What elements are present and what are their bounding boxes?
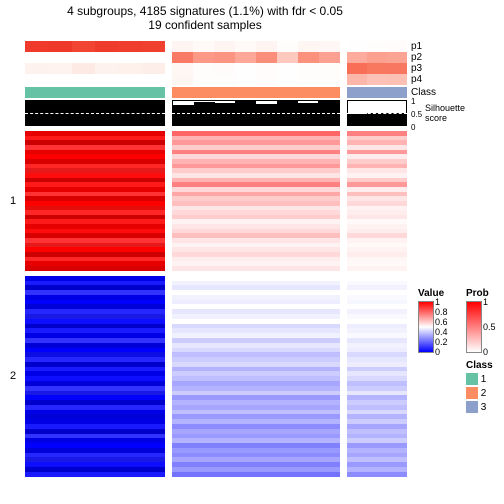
annot-label-p3: p3 (411, 63, 422, 74)
heatmap-top-block2 (172, 131, 340, 271)
annot-p4-block3 (347, 74, 407, 85)
heatmap-bot-block3 (347, 276, 407, 477)
annot-p3-block2 (172, 63, 340, 74)
heatmap-top-block3 (347, 131, 407, 271)
title-line-2: 19 confident samples (0, 18, 410, 32)
annot-p1-block1 (25, 41, 165, 52)
annot-p4-block1 (25, 74, 165, 85)
annot-p4-block2 (172, 74, 340, 85)
silhouette-label: Silhouettescore (425, 103, 465, 123)
class-block3 (347, 87, 407, 98)
class-block1 (25, 87, 165, 98)
annot-p1-block3 (347, 41, 407, 52)
annot-label-p1: p1 (411, 41, 422, 52)
row-label-1: 1 (10, 195, 16, 207)
legend-class: Class 1 2 3 (466, 360, 493, 415)
annot-p1-block2 (172, 41, 340, 52)
legend-value: Value10.80.60.40.20 (418, 288, 444, 353)
heatmap-bot-block1 (25, 276, 165, 477)
annot-p3-block3 (347, 63, 407, 74)
silhouette-tick: 0 (411, 122, 415, 133)
annot-label-p4: p4 (411, 74, 422, 85)
annot-label-p2: p2 (411, 52, 422, 63)
silhouette-tick: 0.5 (411, 109, 422, 120)
annot-p2-block1 (25, 52, 165, 63)
annot-p2-block3 (347, 52, 407, 63)
annot-p3-block1 (25, 63, 165, 74)
legend-prob: Prob10.50 (466, 288, 489, 353)
title-block: 4 subgroups, 4185 signatures (1.1%) with… (0, 4, 410, 32)
class-block2 (172, 87, 340, 98)
annot-p2-block2 (172, 52, 340, 63)
heatmap-bot-block2 (172, 276, 340, 477)
title-line-1: 4 subgroups, 4185 signatures (1.1%) with… (0, 4, 410, 18)
silhouette-tick: 1 (411, 96, 415, 107)
row-label-2: 2 (10, 370, 16, 382)
heatmap-top-block1 (25, 131, 165, 271)
